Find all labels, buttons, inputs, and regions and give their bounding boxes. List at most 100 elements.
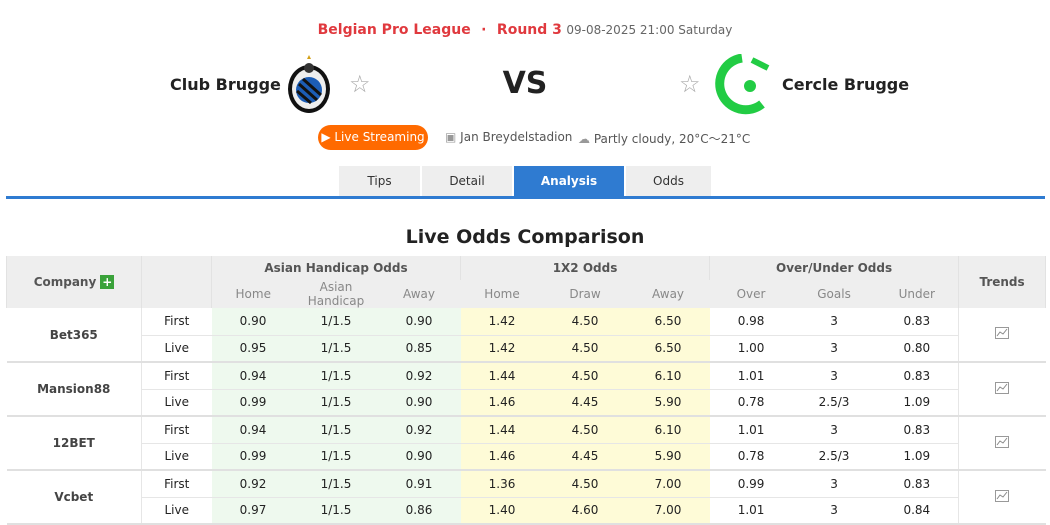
add-company-plus-icon[interactable]: +	[100, 275, 115, 290]
odds-cell: 1.01	[709, 362, 793, 390]
odds-cell: 1.01	[709, 497, 793, 525]
tab-tips[interactable]: Tips	[339, 166, 420, 196]
company-name[interactable]: Mansion88	[6, 362, 142, 417]
odds-cell: 6.10	[626, 416, 710, 444]
odds-cell: 1.09	[875, 389, 959, 417]
live-streaming-label: Live Streaming	[334, 130, 425, 144]
odds-type: Live	[141, 497, 212, 525]
odds-cell: 1.01	[709, 416, 793, 444]
odds-cell: 0.80	[875, 335, 959, 363]
away-team-name[interactable]: Cercle Brugge	[782, 75, 910, 94]
company-name[interactable]: Bet365	[6, 308, 142, 363]
odds-type: Live	[141, 443, 212, 471]
odds-cell: 1/1.5	[294, 416, 378, 444]
trends-chart-icon[interactable]	[958, 470, 1046, 525]
odds-cell: 0.99	[709, 470, 793, 498]
odds-cell: 7.00	[626, 470, 710, 498]
table-row: Live 0.99 1/1.5 0.90 1.46 4.45 5.90 0.78 2.5/3 1.…	[7, 389, 1046, 417]
venue: ▣ Jan Breydelstadion	[445, 130, 572, 144]
odds-cell: 6.50	[626, 308, 710, 336]
odds-type: Live	[141, 389, 212, 417]
odds-cell: 0.95	[211, 335, 295, 363]
subheader-cell: Under	[875, 280, 959, 308]
odds-type: First	[141, 362, 212, 390]
favorite-away-star-icon[interactable]: ☆	[679, 70, 701, 98]
subheader-cell: Away	[377, 280, 461, 308]
odds-cell: 4.45	[543, 443, 627, 471]
odds-cell: 0.90	[377, 308, 461, 336]
ou-header: Over/Under Odds	[709, 256, 960, 280]
odds-cell: 1.44	[460, 362, 544, 390]
odds-cell: 0.78	[709, 443, 793, 471]
match-datetime: 09-08-2025 21:00 Saturday	[566, 23, 733, 37]
odds-cell: 4.50	[543, 362, 627, 390]
odds-cell: 4.50	[543, 308, 627, 336]
tab-analysis[interactable]: Analysis	[514, 166, 624, 196]
odds-cell: 1/1.5	[294, 389, 378, 417]
odds-cell: 3	[792, 497, 876, 525]
odds-cell: 0.94	[211, 416, 295, 444]
odds-cell: 3	[792, 416, 876, 444]
odds-cell: 0.92	[377, 362, 461, 390]
odds-cell: 0.83	[875, 308, 959, 336]
odds-cell: 0.83	[875, 416, 959, 444]
company-name[interactable]: 12BET	[6, 416, 142, 471]
odds-cell: 1/1.5	[294, 443, 378, 471]
subheader-cell: Home	[211, 280, 295, 308]
odds-cell: 5.90	[626, 443, 710, 471]
weather-text: Partly cloudy, 20°C～21°C	[593, 132, 751, 146]
table-row: Live 0.99 1/1.5 0.90 1.46 4.45 5.90 0.78 2.5/3 1.…	[7, 443, 1046, 471]
subheader-cell: Asian Handicap	[294, 280, 378, 308]
trends-chart-icon[interactable]	[958, 308, 1046, 363]
match-header: Belgian Pro League · Round 3 09-08-2025 …	[317, 22, 733, 38]
odds-cell: 0.90	[377, 443, 461, 471]
odds-table: Company + Asian Handicap Odds 1X2 Odds Ov…	[6, 256, 1047, 525]
odds-cell: 1/1.5	[294, 470, 378, 498]
home-team-name[interactable]: Club Brugge	[170, 75, 281, 94]
venue-name: Jan Breydelstadion	[460, 130, 573, 144]
odds-cell: 0.99	[211, 443, 295, 471]
play-icon: ▶	[321, 130, 331, 144]
tab-detail[interactable]: Detail	[422, 166, 512, 196]
trends-chart-icon[interactable]	[958, 416, 1046, 471]
odds-cell: 0.84	[875, 497, 959, 525]
odds-cell: 1.46	[460, 443, 544, 471]
stadium-icon: ▣	[445, 130, 457, 144]
odds-cell: 4.50	[543, 470, 627, 498]
odds-cell: 0.92	[211, 470, 295, 498]
odds-cell: 2.5/3	[792, 443, 876, 471]
trends-chart-icon[interactable]	[958, 362, 1046, 417]
subheader-cell: Over	[709, 280, 793, 308]
odds-cell: 4.50	[543, 335, 627, 363]
table-row: Live 0.95 1/1.5 0.85 1.42 4.50 6.50 1.00 3 0.80	[7, 335, 1046, 363]
section-title: Live Odds Comparison	[405, 226, 645, 248]
favorite-home-star-icon[interactable]: ☆	[349, 70, 371, 98]
odds-cell: 1.00	[709, 335, 793, 363]
tab-odds[interactable]: Odds	[626, 166, 711, 196]
type-header	[141, 256, 212, 308]
league-name[interactable]: Belgian Pro League	[317, 22, 471, 38]
odds-cell: 5.90	[626, 389, 710, 417]
weather: ☁ Partly cloudy, 20°C～21°C	[578, 130, 750, 147]
odds-cell: 0.83	[875, 362, 959, 390]
table-row: Vcbet First 0.92 1/1.5 0.91 1.36 4.50 7.00 0.99 3…	[6, 470, 1046, 525]
odds-cell: 0.98	[709, 308, 793, 336]
odds-cell: 4.45	[543, 389, 627, 417]
ah-header: Asian Handicap Odds	[210, 256, 462, 280]
odds-cell: 0.91	[377, 470, 461, 498]
odds-cell: 1.44	[460, 416, 544, 444]
odds-cell: 4.50	[543, 416, 627, 444]
round: Round 3	[496, 22, 562, 38]
x12-header: 1X2 Odds	[460, 256, 711, 280]
live-streaming-button[interactable]: ▶ Live Streaming	[318, 125, 428, 150]
odds-cell: 0.97	[211, 497, 295, 525]
odds-cell: 0.90	[211, 308, 295, 336]
club-brugge-logo	[288, 55, 330, 113]
table-row: Bet365 First 0.90 1/1.5 0.90 1.42 4.50 6.50 0.98…	[6, 308, 1046, 363]
odds-type: First	[141, 308, 212, 336]
odds-cell: 0.86	[377, 497, 461, 525]
company-name[interactable]: Vcbet	[6, 470, 142, 525]
table-row: 12BET First 0.94 1/1.5 0.92 1.44 4.50 6.10 1.01 3…	[6, 416, 1046, 471]
odds-cell: 3	[792, 362, 876, 390]
odds-cell: 0.90	[377, 389, 461, 417]
